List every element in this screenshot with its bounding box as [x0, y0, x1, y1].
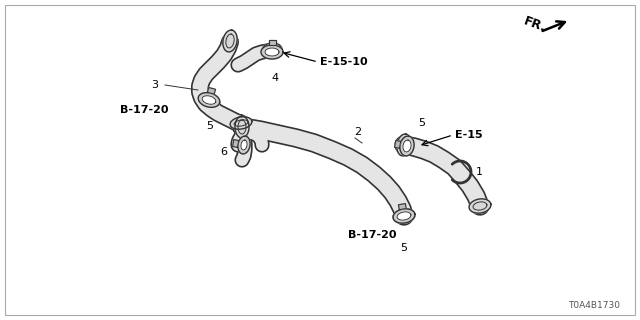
- Text: E-15: E-15: [455, 130, 483, 140]
- Text: 6: 6: [221, 147, 227, 157]
- Text: B-17-20: B-17-20: [348, 230, 397, 240]
- Text: 5: 5: [207, 121, 214, 131]
- Text: T0A4B1730: T0A4B1730: [568, 301, 620, 310]
- Polygon shape: [393, 209, 415, 223]
- Polygon shape: [235, 116, 249, 138]
- Text: 3: 3: [152, 80, 159, 90]
- Text: 2: 2: [355, 127, 362, 137]
- Polygon shape: [202, 96, 216, 104]
- Text: FR.: FR.: [522, 15, 548, 35]
- Polygon shape: [469, 199, 491, 213]
- Text: 5: 5: [401, 243, 408, 253]
- Polygon shape: [230, 117, 252, 129]
- Polygon shape: [198, 93, 220, 107]
- Text: E-15-10: E-15-10: [320, 57, 367, 67]
- Polygon shape: [207, 87, 216, 94]
- Polygon shape: [241, 140, 247, 150]
- Polygon shape: [397, 134, 411, 156]
- Polygon shape: [395, 140, 401, 148]
- Polygon shape: [393, 209, 415, 223]
- Text: B-17-20: B-17-20: [120, 105, 168, 115]
- Polygon shape: [399, 204, 406, 210]
- Polygon shape: [397, 212, 411, 220]
- Polygon shape: [238, 136, 250, 154]
- Polygon shape: [223, 30, 237, 52]
- Polygon shape: [262, 43, 282, 57]
- Text: 1: 1: [476, 167, 483, 177]
- Polygon shape: [269, 40, 275, 45]
- Text: 4: 4: [271, 73, 278, 83]
- Polygon shape: [403, 140, 411, 152]
- Polygon shape: [232, 140, 239, 148]
- Polygon shape: [265, 48, 279, 56]
- Text: 5: 5: [419, 118, 426, 128]
- Polygon shape: [400, 136, 414, 156]
- Polygon shape: [261, 45, 283, 59]
